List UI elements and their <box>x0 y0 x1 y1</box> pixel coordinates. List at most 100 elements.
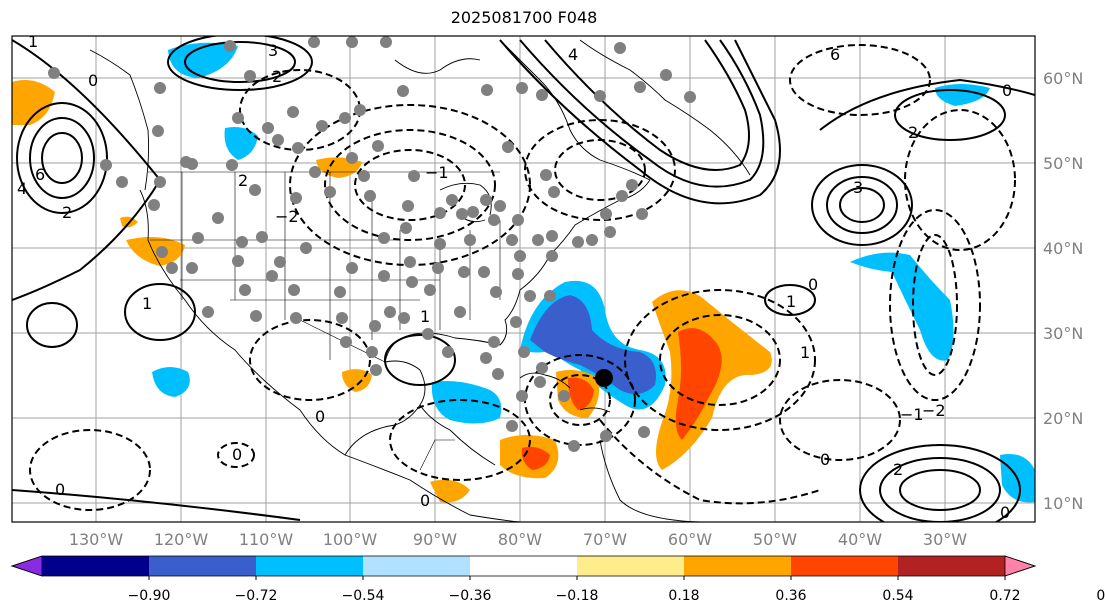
station-marker <box>506 234 518 246</box>
contour-label: 0 <box>1000 503 1010 522</box>
latitude-label: 60°N <box>1043 69 1083 88</box>
station-marker <box>156 246 168 258</box>
station-marker <box>346 262 358 274</box>
longitude-label: 60°W <box>668 530 712 549</box>
station-marker <box>202 306 214 318</box>
station-marker <box>548 186 560 198</box>
contours-negative <box>29 44 1016 511</box>
station-marker <box>614 42 626 54</box>
colorbar-band <box>898 556 1005 576</box>
station-marker <box>506 420 518 432</box>
contour-label: 0 <box>55 480 65 499</box>
station-marker <box>422 328 434 340</box>
station-marker <box>256 231 268 243</box>
station-marker <box>634 81 646 93</box>
contour-label: 2 <box>272 67 282 86</box>
station-marker <box>456 208 468 220</box>
station-marker <box>572 236 584 248</box>
contour-label: 1 <box>800 343 810 362</box>
longitude-label: 120°W <box>154 530 209 549</box>
contour-label: −2 <box>922 401 946 420</box>
contour-label: 0 <box>420 491 430 510</box>
station-marker <box>272 134 284 146</box>
contour-label: 3 <box>268 41 278 60</box>
station-marker <box>546 250 558 262</box>
station-marker <box>266 270 278 282</box>
station-marker <box>458 266 470 278</box>
station-marker <box>232 255 244 267</box>
longitude-label: 130°W <box>69 530 124 549</box>
contour-label: 1 <box>28 32 38 51</box>
colorbar-outline <box>10 555 1037 577</box>
map-title: 2025081700 F048 <box>450 8 598 27</box>
latitude-label: 50°N <box>1043 154 1083 173</box>
longitude-label: 110°W <box>239 530 294 549</box>
station-marker <box>309 166 321 178</box>
colorbar-tick-label: −0.36 <box>449 588 492 604</box>
station-marker <box>354 104 366 116</box>
station-marker <box>148 199 160 211</box>
contour-label: 0 <box>315 407 325 426</box>
colorbar-tick-label: 0.18 <box>668 588 699 604</box>
station-marker <box>166 262 178 274</box>
station-marker <box>308 36 320 48</box>
station-marker <box>226 159 238 171</box>
station-marker <box>488 336 500 348</box>
station-marker <box>154 82 166 94</box>
colorbar-band <box>363 556 470 576</box>
station-marker <box>684 91 696 103</box>
station-marker <box>594 90 606 102</box>
station-marker <box>464 234 476 246</box>
colorbar: −0.90 −0.72 −0.54 −0.36 −0.18 0.18 0.36 0.54 0.7… <box>10 555 1105 604</box>
station-marker <box>186 262 198 274</box>
station-marker <box>478 266 490 278</box>
station-marker <box>339 112 351 124</box>
station-marker <box>512 214 524 226</box>
station-marker <box>346 152 358 164</box>
longitude-label: 50°W <box>753 530 797 549</box>
station-marker <box>116 176 128 188</box>
colorbar-band <box>470 556 577 576</box>
contour-label: −2 <box>275 207 299 226</box>
contour-label: 1 <box>142 294 152 313</box>
station-marker <box>380 36 392 48</box>
station-marker <box>481 84 493 96</box>
station-marker <box>152 125 164 137</box>
longitude-label: 70°W <box>583 530 627 549</box>
station-marker <box>502 141 514 153</box>
contour-label: −1 <box>900 405 924 424</box>
station-marker <box>660 69 672 81</box>
colorbar-tick-label: 0.90 <box>1096 588 1105 604</box>
station-marker <box>516 82 528 94</box>
station-marker <box>398 312 410 324</box>
contours-positive <box>12 36 1035 522</box>
colorbar-band <box>149 556 256 576</box>
station-marker <box>232 112 244 124</box>
colorbar-tick-label: −0.18 <box>556 588 599 604</box>
station-marker <box>192 232 204 244</box>
station-marker <box>400 222 412 234</box>
station-marker <box>406 276 418 288</box>
contour-label-group: 1 3 2 0 4 6 2 2 −1 −2 1 0 0 0 0 0 1 0 1 … <box>17 32 1012 522</box>
contour-label: 4 <box>17 179 27 198</box>
station-marker <box>340 336 352 348</box>
station-marker <box>512 268 524 280</box>
colorbar-tick-label: −0.72 <box>235 588 278 604</box>
station-marker <box>397 85 409 97</box>
longitude-labels: 130°W 120°W 110°W 100°W 90°W 80°W 70°W 60°W 50°W… <box>69 530 967 549</box>
longitude-label: 30°W <box>923 530 967 549</box>
station-marker <box>492 368 504 380</box>
station-marker <box>249 184 261 196</box>
station-marker <box>586 234 598 246</box>
station-marker <box>378 232 390 244</box>
colorbar-extend-high <box>1004 555 1037 577</box>
station-marker <box>366 346 378 358</box>
station-marker <box>454 306 466 318</box>
contour-label: 4 <box>568 45 578 64</box>
contour-label: 6 <box>35 165 45 184</box>
contour-label: 2 <box>238 171 248 190</box>
station-marker <box>626 179 638 191</box>
station-marker <box>334 286 346 298</box>
station-marker <box>239 284 251 296</box>
map-frame <box>11 35 1036 523</box>
